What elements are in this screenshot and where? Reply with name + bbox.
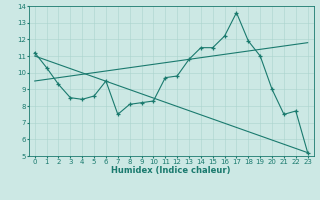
- X-axis label: Humidex (Indice chaleur): Humidex (Indice chaleur): [111, 166, 231, 175]
